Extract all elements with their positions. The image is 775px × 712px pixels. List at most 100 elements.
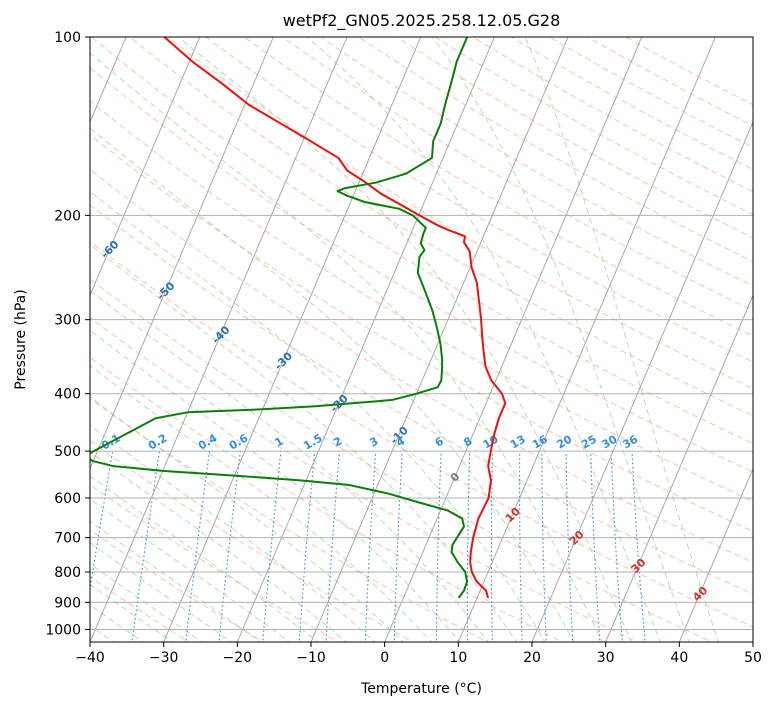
dry-adiabat-line <box>395 37 753 239</box>
isotherm-line <box>457 37 716 642</box>
isotherm-label: -60 <box>98 238 121 261</box>
moist-adiabat-line <box>90 244 518 642</box>
isotherm-label: 40 <box>690 584 710 604</box>
dry-adiabat-line <box>90 484 340 642</box>
y-tick-label: 500 <box>54 444 81 460</box>
isotherm-label: -50 <box>154 279 177 302</box>
dry-adiabat-line <box>90 67 753 473</box>
dry-adiabat-line <box>90 317 639 642</box>
dry-adiabat-line <box>510 37 753 170</box>
plot-area: -100-90-80-70-60-50-40-30-20-10010203040… <box>0 37 753 642</box>
x-tick-label: −30 <box>149 650 179 666</box>
chart-title: wetPf2_GN05.2025.258.12.05.G28 <box>283 11 561 31</box>
isotherm-line <box>384 37 643 642</box>
x-tick-label: 20 <box>523 650 541 666</box>
y-tick-label: 1000 <box>45 622 81 638</box>
guide-labels: -100-90-80-70-60-50-40-30-20-10010203040… <box>0 142 710 604</box>
isotherms <box>90 37 753 642</box>
moist-adiabat-line <box>90 127 575 642</box>
dry-adiabat-line <box>90 529 265 642</box>
y-tick-label: 700 <box>54 531 81 547</box>
moist-adiabat-line <box>90 396 404 642</box>
y-tick-label: 400 <box>54 387 81 403</box>
dry-adiabat-line <box>90 440 414 642</box>
x-tick-label: 0 <box>380 650 389 666</box>
dry-adiabat-line <box>128 37 753 417</box>
moist-adiabat-line <box>90 190 546 642</box>
mixing-ratio-line <box>325 451 341 642</box>
isotherm-line <box>163 37 422 642</box>
temperature-profile-line <box>163 37 507 599</box>
mixing-ratio-line <box>262 451 282 642</box>
sounding-series <box>90 37 507 599</box>
y-tick-label: 800 <box>54 565 81 581</box>
y-tick-label: 100 <box>54 30 81 46</box>
mixing-ratio-line <box>131 451 161 642</box>
mixing-ratio-line <box>298 451 316 642</box>
moist-adiabat-line <box>90 542 233 642</box>
mixing-ratio-label: 2 <box>331 435 344 450</box>
x-tick-label: −20 <box>223 650 253 666</box>
moist-adiabat-line <box>306 37 661 642</box>
mixing-ratio-label: 36 <box>620 432 640 451</box>
isotherm-line <box>605 294 753 642</box>
mixing-ratio-line <box>393 451 403 642</box>
x-axis-label: Temperature (°C) <box>360 681 482 697</box>
dry-adiabat-line <box>243 37 753 337</box>
isotherm-label: 30 <box>629 556 649 576</box>
dry-adiabat-line <box>90 134 753 533</box>
y-tick-label: 600 <box>54 491 81 507</box>
moist-adiabat-line <box>90 604 144 642</box>
moist-adiabat-line <box>90 563 203 642</box>
isotherm-label: -30 <box>272 349 295 372</box>
mixing-ratio-line <box>435 451 442 642</box>
dry-adiabat-line <box>90 278 713 642</box>
dry-adiabat-line <box>90 100 753 503</box>
mixing-ratio-label: 16 <box>530 432 550 451</box>
pressure-gridlines <box>90 37 753 630</box>
mixing-ratio-line <box>185 451 211 642</box>
mixing-ratio-line <box>218 451 241 642</box>
mixing-ratio-label: 0.2 <box>146 432 169 453</box>
mixing-ratio-line <box>631 451 646 642</box>
isotherm-line <box>90 37 274 470</box>
mixing-ratio-line <box>565 451 574 642</box>
moist-adiabats <box>90 37 719 642</box>
mixing-ratio-line <box>541 451 547 642</box>
plot-frame <box>89 36 754 643</box>
dry-adiabat-line <box>90 168 753 564</box>
isotherm-label: 20 <box>567 528 587 548</box>
isotherm-label: -40 <box>209 323 232 346</box>
isotherm-line <box>90 37 201 297</box>
moist-adiabat-line <box>524 37 719 642</box>
axes: −40 −30 −20 −10 0 10 20 30 40 5010020030040050060… <box>45 30 762 666</box>
isotherm-line <box>236 37 495 642</box>
x-tick-label: −10 <box>296 650 326 666</box>
y-tick-label: 900 <box>54 595 81 611</box>
mixing-ratio-line <box>590 451 601 642</box>
mixing-ratio-label: 30 <box>600 432 620 451</box>
dry-adiabats <box>90 37 753 642</box>
mixing-ratio-label: 8 <box>461 435 474 450</box>
mixing-ratio-label: 3 <box>367 435 380 450</box>
isotherm-label: -80 <box>0 142 15 165</box>
dewpoint-profile-line <box>90 37 469 599</box>
dry-adiabat-line <box>472 37 753 193</box>
y-tick-label: 200 <box>54 208 81 224</box>
x-tick-label: 50 <box>744 650 762 666</box>
dry-adiabat-line <box>90 397 489 642</box>
y-axis-label: Pressure (hPa) <box>13 289 29 389</box>
x-tick-label: 40 <box>670 650 688 666</box>
mixing-ratio-label: 6 <box>433 434 446 449</box>
mixing-ratio-lines <box>90 451 646 642</box>
dry-adiabat-line <box>548 37 753 149</box>
y-tick-label: 300 <box>54 313 81 329</box>
x-tick-label: 30 <box>597 650 615 666</box>
dry-adiabat-line <box>319 37 753 287</box>
mixing-ratio-line <box>466 451 471 642</box>
dry-adiabat-line <box>90 37 753 445</box>
dry-adiabat-line <box>281 37 753 312</box>
isotherm-line <box>752 640 753 642</box>
